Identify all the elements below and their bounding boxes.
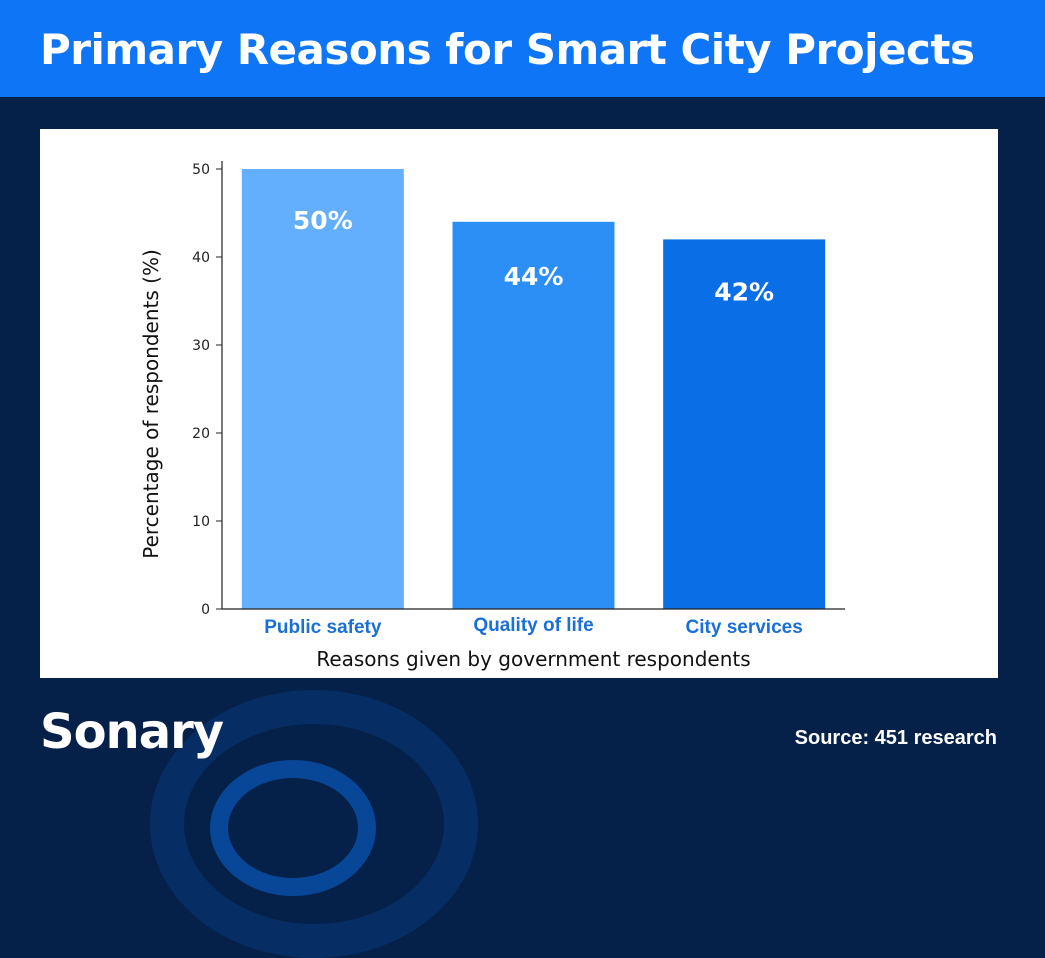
title-banner: Primary Reasons for Smart City Projects	[0, 0, 1045, 97]
x-category-label: Public safety	[264, 617, 382, 638]
bar-city-services	[663, 239, 826, 609]
decorative-ring-inner	[210, 760, 376, 896]
bar-quality-of-life	[452, 221, 615, 610]
page-title: Primary Reasons for Smart City Projects	[40, 25, 975, 74]
y-axis-label: Percentage of respondents (%)	[139, 249, 163, 559]
y-tick-label: 50	[192, 162, 210, 178]
y-tick-label: 20	[192, 426, 210, 442]
chart-panel: 0 10 20 30 40 50 50% 44% 42% Public safety Quali…	[40, 129, 998, 678]
bar-public-safety	[241, 169, 404, 609]
y-tick-label: 0	[201, 602, 210, 618]
source-note: Source: 451 research	[794, 727, 997, 749]
sonary-logo: Sonary	[40, 704, 224, 760]
bar-value-label: 50%	[293, 206, 353, 235]
bar-chart: 0 10 20 30 40 50 50% 44% 42% Public safety Quali…	[139, 161, 845, 671]
y-tick-label: 30	[192, 338, 210, 354]
bar-value-label: 44%	[504, 262, 564, 291]
x-category-label: Quality of life	[473, 615, 593, 636]
y-tick-label: 40	[192, 250, 210, 266]
x-axis-label: Reasons given by government respondents	[316, 647, 750, 671]
x-category-label: City services	[686, 617, 803, 638]
y-tick-label: 10	[192, 514, 210, 530]
bar-value-label: 42%	[714, 277, 774, 306]
